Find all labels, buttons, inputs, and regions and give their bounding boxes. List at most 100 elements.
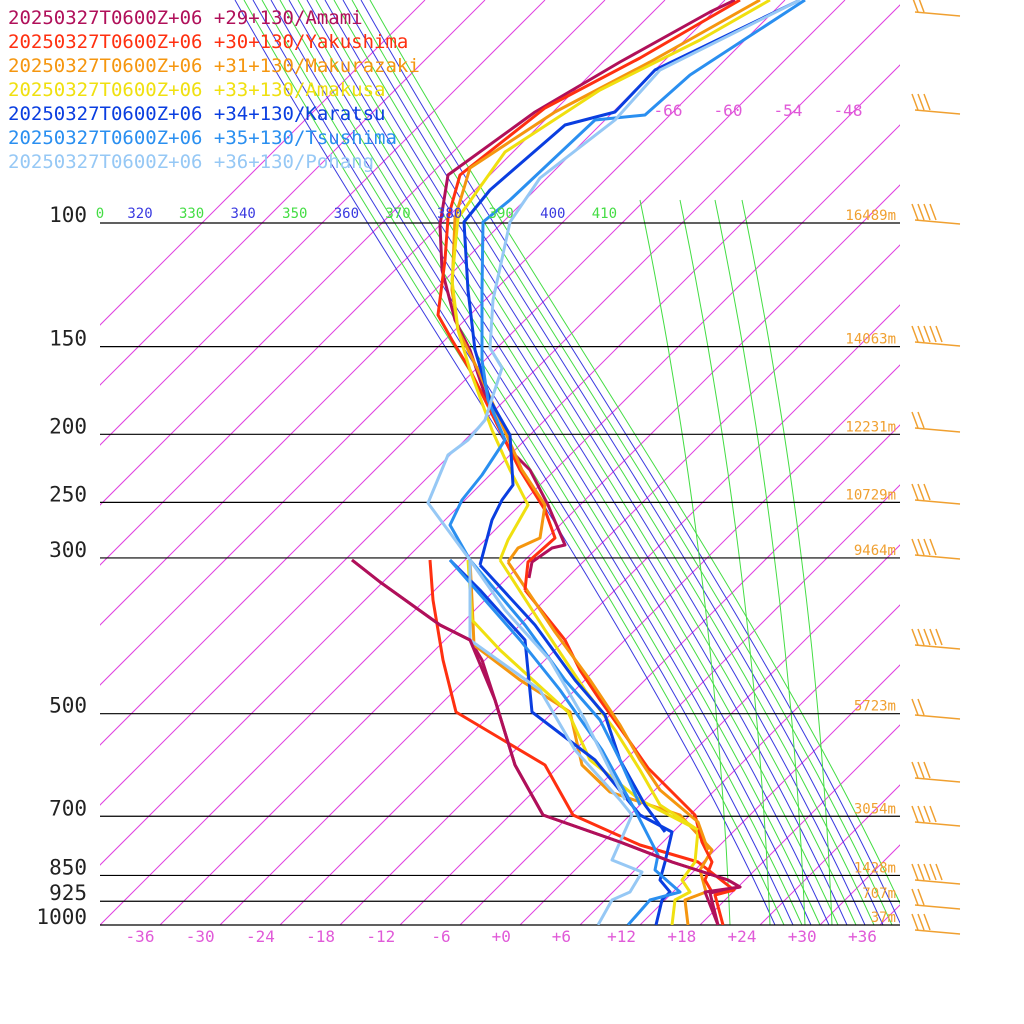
wind-barb [911, 325, 961, 347]
temperature-tick-label: +6 [552, 927, 571, 946]
isotherm-line [100, 0, 846, 746]
temperature-tick-label: +36 [848, 927, 877, 946]
series-line [438, 0, 736, 579]
height-label: 9464m [854, 543, 896, 559]
theta-grid [234, 0, 900, 925]
wind-barb [911, 805, 961, 827]
height-label: 12231m [845, 419, 896, 435]
theta-line [261, 0, 803, 925]
theta-line [360, 0, 900, 925]
isotherm-line [1000, 0, 1024, 925]
isotherm-line [279, 304, 900, 925]
isotherm-line [100, 0, 666, 566]
pressure-grid [100, 222, 900, 926]
theta-line [252, 0, 794, 925]
series-line [450, 0, 771, 561]
height-label: 10729m [845, 487, 896, 503]
legend-entry: 20250327T0600Z+06 +29+130/Amami [8, 7, 363, 29]
theta-line [333, 0, 875, 925]
isotherm-line [100, 0, 546, 446]
theta-label: 360 [334, 206, 359, 222]
theta-label: 320 [127, 206, 152, 222]
theta-label: 370 [385, 206, 410, 222]
temperature-tick-label: +0 [492, 927, 511, 946]
pressure-label: 925 [49, 881, 87, 905]
isotherm-line [100, 64, 900, 866]
isotherm-line [519, 544, 900, 925]
isotherm-line [100, 0, 606, 506]
isotherm-line [100, 0, 486, 386]
theta-line [306, 0, 848, 925]
legend-entry: 20250327T0600Z+06 +35+130/Tsushima [8, 127, 397, 149]
temperature-tick-label: -30 [186, 927, 215, 946]
isotherm-line [879, 904, 900, 925]
isotherm-line [100, 4, 900, 806]
mixing-ratio-label: -54 [774, 101, 803, 120]
wind-barb [911, 761, 961, 783]
temperature-tick-label: +18 [667, 927, 696, 946]
series-line [498, 559, 699, 832]
theta-line [279, 0, 821, 925]
series-line [448, 558, 674, 925]
temperature-tick-label: +24 [728, 927, 757, 946]
isotherm-line [219, 244, 900, 925]
theta-line [288, 0, 830, 925]
pressure-label: 100 [49, 203, 87, 227]
legend-entry: 20250327T0600Z+06 +36+130/Pohang [8, 151, 374, 173]
wind-barb [911, 913, 961, 935]
theta-label: 390 [489, 206, 514, 222]
series-line [468, 559, 627, 801]
series-line [448, 559, 682, 925]
height-label: 16489m [845, 208, 896, 224]
theta-line [369, 0, 900, 905]
pressure-label: 850 [49, 855, 87, 879]
theta-line [315, 0, 857, 925]
wind-barb-column [911, 0, 961, 935]
series-line [468, 560, 644, 925]
mixing-ratio-label: -66 [654, 101, 683, 120]
series-line [436, 0, 741, 591]
pressure-label: 250 [49, 482, 87, 506]
series-line [428, 559, 736, 925]
series-line [450, 0, 761, 563]
theta-label: 0 [96, 206, 104, 222]
height-label: 707m [862, 886, 896, 902]
height-label: 3054m [854, 801, 896, 817]
legend-entry: 20250327T0600Z+06 +30+130/Yakushima [8, 31, 408, 53]
isotherm-line [759, 784, 900, 925]
moist-adiabat [639, 199, 731, 925]
series-layer [351, 0, 806, 925]
theta-line [342, 0, 884, 925]
temperature-tick-label: +30 [788, 927, 817, 946]
pressure-label: 300 [49, 538, 87, 562]
series-line [466, 559, 700, 925]
temperature-tick-label: -24 [246, 927, 275, 946]
isotherm-line [399, 424, 900, 925]
series-line [426, 0, 801, 561]
height-label: 1428m [854, 860, 896, 876]
isotherm-line [699, 724, 900, 925]
moist-adiabat [679, 199, 771, 925]
theta-label: 400 [540, 206, 565, 222]
isotherm-line [639, 664, 900, 925]
legend-entry: 20250327T0600Z+06 +31+130/Makurazaki [8, 55, 420, 77]
labels-layer: 100 16489m 150 14063m 200 12231m 250 10729m 300 9… [36, 101, 896, 946]
height-label: 14063m [845, 332, 896, 348]
wind-barb [911, 698, 961, 720]
wind-barb [911, 411, 961, 433]
mixing-ratio-label: -60 [714, 101, 743, 120]
wind-barb [912, 0, 961, 17]
series-line [478, 563, 667, 833]
legend: 20250327T0600Z+06 +29+130/Amami20250327T… [8, 7, 420, 173]
mixing-ratio-label: -48 [834, 101, 863, 120]
theta-line [351, 0, 893, 925]
wind-barb [911, 203, 961, 225]
series-line [351, 558, 742, 925]
height-label: 5723m [854, 699, 896, 715]
temperature-tick-label: -18 [306, 927, 335, 946]
wind-barb [911, 93, 961, 115]
series-line [462, 0, 801, 566]
wind-barb [911, 863, 961, 885]
temperature-tick-label: -6 [431, 927, 450, 946]
theta-label: 330 [179, 206, 204, 222]
